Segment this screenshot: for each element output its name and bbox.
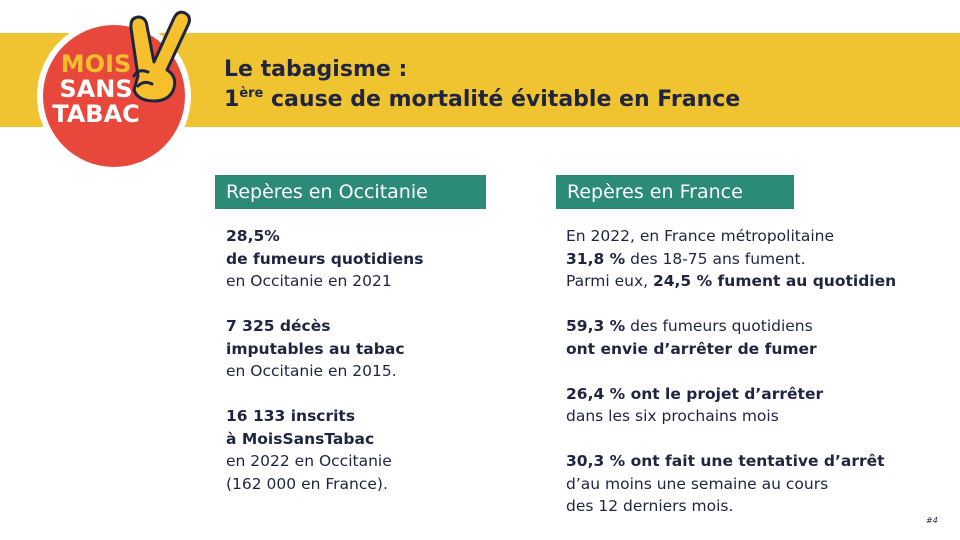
victory-hand-icon xyxy=(129,10,191,103)
logo-text: MOIS SANS TABAC xyxy=(34,52,158,127)
occitanie-stats: 28,5% de fumeurs quotidiens en Occitanie… xyxy=(226,225,526,518)
stat-quit-attempt: 30,3 % ont fait une tentative d’arrêt d’… xyxy=(566,452,885,515)
logo-word-tabac: TABAC xyxy=(52,100,140,128)
title-line-2: 1ère cause de mortalité évitable en Fran… xyxy=(224,86,741,112)
occitanie-heading: Repères en Occitanie xyxy=(215,175,486,209)
stat-smokers: 28,5% de fumeurs quotidiens en Occitanie… xyxy=(226,227,424,290)
mois-sans-tabac-logo xyxy=(37,10,191,173)
stat-registrations: 16 133 inscrits à MoisSansTabac en 2022 … xyxy=(226,407,392,493)
title-line-1: Le tabagisme : xyxy=(224,57,408,82)
logo-word-mois: MOIS xyxy=(60,50,132,78)
stat-smoking-rate: En 2022, en France métropolitaine 31,8 %… xyxy=(566,227,897,290)
logo-word-sans: SANS xyxy=(59,75,133,103)
stat-want-to-quit: 59,3 % des fumeurs quotidiens ont envie … xyxy=(566,317,817,358)
stat-deaths: 7 325 décès imputables au tabac en Occit… xyxy=(226,317,405,380)
france-heading: Repères en France xyxy=(556,175,794,209)
page-number: #4 xyxy=(926,516,938,525)
stat-plan-to-quit: 26,4 % ont le projet d’arrêter dans les … xyxy=(566,384,824,426)
page-title: Le tabagisme : 1ère cause de mortalité é… xyxy=(224,55,740,115)
france-stats: En 2022, en France métropolitaine 31,8 %… xyxy=(566,225,951,540)
